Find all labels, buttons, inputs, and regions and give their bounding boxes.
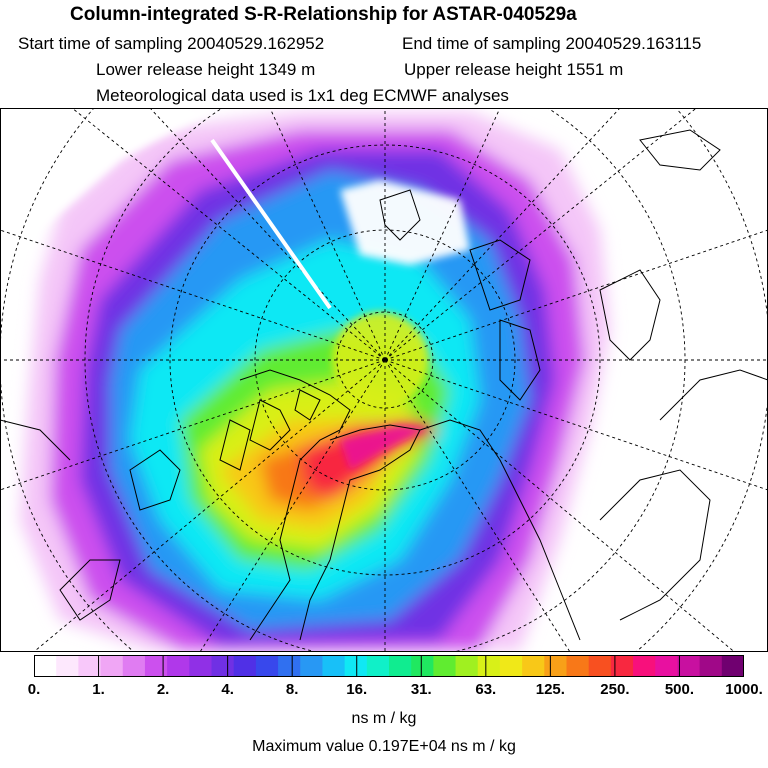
colorbar-swatch xyxy=(56,655,79,677)
colorbar-swatch xyxy=(699,655,723,677)
colorbar-swatch xyxy=(300,655,323,677)
colorbar-swatch xyxy=(78,655,102,677)
colorbar-swatch xyxy=(655,655,678,677)
graticule xyxy=(0,108,768,652)
colorbar-border xyxy=(34,655,744,677)
colorbar-swatch xyxy=(122,655,146,677)
colorbar-swatch xyxy=(566,655,590,677)
sensitivity-field xyxy=(0,108,768,650)
colorbar-swatch xyxy=(100,655,124,677)
colorbar xyxy=(34,655,744,677)
met-data-label: Meteorological data used is 1x1 deg ECMW… xyxy=(96,86,509,105)
colorbar-tick-label: 8. xyxy=(285,681,299,698)
colorbar-swatch xyxy=(677,655,701,677)
colorbar-swatch xyxy=(189,655,212,677)
lower-height-label: Lower release height 1349 m xyxy=(96,60,316,79)
colorbar-swatch xyxy=(389,655,412,677)
start-time-label: Start time of sampling 20040529.162952 xyxy=(18,34,325,53)
colorbar-swatch xyxy=(721,655,744,677)
colorbar-swatch xyxy=(433,655,457,677)
colorbar-tick-label: 31. xyxy=(410,681,432,698)
max-value-label: Maximum value 0.197E+04 ns m / kg xyxy=(252,738,516,755)
colorbar-tick-label: 500. xyxy=(664,681,695,698)
colorbar-tick-label: 2. xyxy=(156,681,170,698)
colorbar-swatch xyxy=(522,655,545,677)
colorbar-tick-label: 16. xyxy=(346,681,368,698)
colorbar-swatch xyxy=(588,655,612,677)
colorbar-swatch xyxy=(144,655,168,677)
upper-height-label: Upper release height 1551 m xyxy=(404,60,624,79)
sampling-track xyxy=(210,138,332,310)
colorbar-swatch xyxy=(455,655,479,677)
colorbar-swatch xyxy=(34,655,57,677)
colorbar-swatch xyxy=(344,655,368,677)
colorbar-tick-label: 0. xyxy=(27,681,41,698)
colorbar-swatch xyxy=(544,655,567,677)
colorbar-swatch xyxy=(211,655,235,677)
colorbar-swatch xyxy=(477,655,501,677)
colorbar-swatch xyxy=(633,655,656,677)
colorbar-tick-label: 1. xyxy=(92,681,105,698)
end-time-label: End time of sampling 20040529.163115 xyxy=(402,34,702,53)
colorbar-swatch xyxy=(167,655,190,677)
colorbar-swatch xyxy=(499,655,523,677)
colorbar-swatch xyxy=(610,655,634,677)
colorbar-swatch xyxy=(255,655,279,677)
coastlines xyxy=(0,129,768,641)
map-title: Column-integrated S-R-Relationship for A… xyxy=(70,4,577,25)
colorbar-tick-label: 4. xyxy=(221,681,234,698)
colorbar-tick-label: 250. xyxy=(600,681,630,698)
colorbar-swatch xyxy=(366,655,390,677)
colorbar-swatch xyxy=(322,655,346,677)
colorbar-tick-label: 63. xyxy=(475,681,497,698)
colorbar-units-label: ns m / kg xyxy=(351,710,417,727)
polar-map xyxy=(0,108,768,652)
colorbar-tick-label: 1000. xyxy=(725,681,763,698)
colorbar-tick-label: 125. xyxy=(535,681,565,698)
colorbar-swatch xyxy=(278,655,301,677)
colorbar-swatch xyxy=(233,655,257,677)
colorbar-swatch xyxy=(411,655,434,677)
